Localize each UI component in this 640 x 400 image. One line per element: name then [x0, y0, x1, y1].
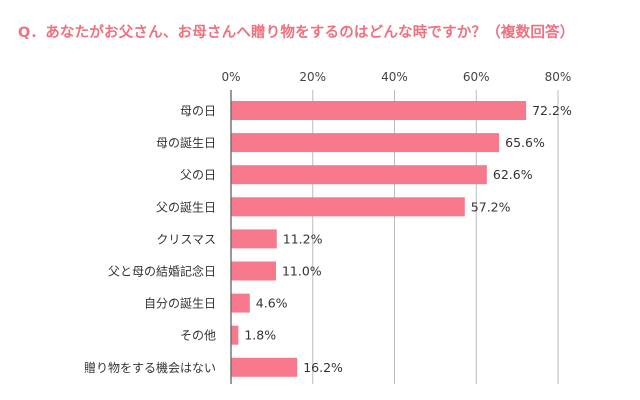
data-label: 1.8% — [244, 328, 276, 343]
bar — [231, 293, 250, 313]
category-label: 贈り物をする機会はない — [84, 360, 216, 375]
category-label: クリスマス — [156, 232, 216, 246]
chart-title: Q．あなたがお父さん、お母さんへ贈り物をするのはどんな時ですか？（複数回答） — [18, 25, 575, 41]
data-label: 16.2% — [303, 360, 343, 375]
value-labels: 72.2% 65.6% 62.6% 57.2% 11.2% 11.0% 4.6% 1.8% 16… — [244, 103, 572, 375]
category-label: 父の誕生日 — [156, 200, 216, 214]
bar — [231, 133, 500, 153]
bar — [231, 357, 298, 377]
category-label: 自分の誕生日 — [144, 297, 216, 311]
bar — [231, 325, 239, 345]
data-label: 62.6% — [493, 167, 533, 182]
data-label: 57.2% — [471, 199, 511, 214]
x-tick-label: 40% — [381, 70, 408, 84]
x-axis-ticks: 0% 20% 40% 60% 80% — [221, 70, 571, 84]
data-label: 65.6% — [505, 135, 545, 150]
data-label: 4.6% — [256, 296, 288, 311]
x-tick-label: 80% — [545, 70, 572, 84]
data-label: 11.2% — [283, 231, 323, 246]
category-label: 父と母の結婚記念日 — [108, 264, 216, 279]
category-label: その他 — [180, 329, 216, 343]
bar — [231, 197, 465, 217]
bar — [231, 261, 276, 281]
category-labels: 母の日母の誕生日父の日父の誕生日クリスマス父と母の結婚記念日自分の誕生日その他贈… — [84, 104, 216, 375]
bars — [231, 101, 527, 377]
category-label: 母の日 — [180, 104, 216, 118]
data-label: 11.0% — [282, 264, 322, 279]
x-tick-label: 20% — [299, 70, 326, 84]
x-tick-label: 60% — [463, 70, 490, 84]
category-label: 父の日 — [180, 168, 216, 182]
category-label: 母の誕生日 — [156, 136, 216, 150]
bar — [231, 229, 277, 249]
x-tick-label: 0% — [221, 70, 240, 84]
data-label: 72.2% — [532, 103, 572, 118]
bar — [231, 101, 527, 120]
bar — [231, 165, 487, 185]
grid-lines — [230, 90, 559, 384]
